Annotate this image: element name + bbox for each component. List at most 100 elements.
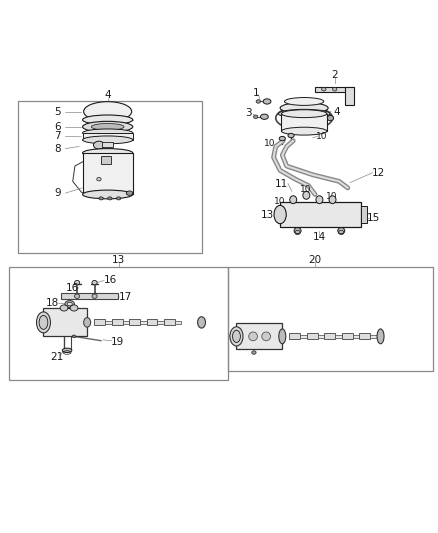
Ellipse shape <box>338 228 345 234</box>
Ellipse shape <box>262 332 271 341</box>
Ellipse shape <box>72 335 76 338</box>
Ellipse shape <box>92 294 97 298</box>
Ellipse shape <box>117 197 121 200</box>
Ellipse shape <box>254 115 258 118</box>
Text: 11: 11 <box>274 179 288 189</box>
Text: 7: 7 <box>54 132 61 141</box>
Text: 18: 18 <box>46 298 59 308</box>
Bar <box>370 335 377 338</box>
Text: 16: 16 <box>66 284 79 293</box>
Bar <box>359 333 370 340</box>
Ellipse shape <box>82 129 133 137</box>
Text: 20: 20 <box>308 255 321 265</box>
Ellipse shape <box>377 329 384 344</box>
Ellipse shape <box>263 99 271 104</box>
Text: 13: 13 <box>261 210 274 220</box>
Bar <box>228 266 433 372</box>
Bar <box>307 333 318 340</box>
Ellipse shape <box>285 98 324 106</box>
Bar <box>318 335 324 338</box>
Bar <box>237 323 283 350</box>
Text: 9: 9 <box>54 188 61 198</box>
Ellipse shape <box>230 327 243 346</box>
Ellipse shape <box>290 196 297 204</box>
Bar <box>129 319 140 326</box>
Ellipse shape <box>91 124 124 130</box>
Ellipse shape <box>329 196 336 204</box>
Text: 12: 12 <box>372 168 385 177</box>
Bar <box>123 321 129 324</box>
Ellipse shape <box>84 318 91 327</box>
Bar <box>282 114 327 131</box>
Ellipse shape <box>60 310 66 314</box>
Ellipse shape <box>92 280 97 285</box>
Ellipse shape <box>82 136 133 144</box>
Text: 17: 17 <box>119 292 132 302</box>
Bar <box>83 133 133 140</box>
Ellipse shape <box>93 141 104 149</box>
Ellipse shape <box>60 305 68 311</box>
Text: 10: 10 <box>273 197 285 206</box>
Ellipse shape <box>97 177 101 181</box>
Bar <box>175 321 181 324</box>
Bar <box>335 335 342 338</box>
Ellipse shape <box>279 329 286 344</box>
Bar <box>147 319 157 326</box>
Text: 2: 2 <box>332 70 338 80</box>
Bar <box>315 87 354 92</box>
Ellipse shape <box>279 109 330 118</box>
Text: 10: 10 <box>316 132 327 141</box>
Ellipse shape <box>82 190 133 199</box>
Ellipse shape <box>327 116 334 120</box>
Bar <box>289 333 300 340</box>
Bar <box>280 202 361 227</box>
Bar <box>83 153 133 195</box>
Bar <box>361 206 367 223</box>
Ellipse shape <box>82 122 133 132</box>
Ellipse shape <box>261 114 268 119</box>
Bar <box>10 266 228 380</box>
Text: 16: 16 <box>104 276 117 286</box>
Ellipse shape <box>198 317 205 328</box>
Bar <box>18 101 201 253</box>
Text: 8: 8 <box>54 143 61 154</box>
Ellipse shape <box>126 191 133 195</box>
Ellipse shape <box>316 196 323 204</box>
Bar <box>112 319 123 326</box>
Bar <box>157 321 164 324</box>
Ellipse shape <box>288 133 294 138</box>
Ellipse shape <box>57 308 68 317</box>
Text: 10: 10 <box>265 139 276 148</box>
Text: 4: 4 <box>334 107 340 117</box>
Ellipse shape <box>108 197 112 200</box>
Ellipse shape <box>70 305 78 311</box>
Ellipse shape <box>249 332 258 341</box>
Ellipse shape <box>99 197 103 200</box>
Text: 5: 5 <box>54 107 61 117</box>
Ellipse shape <box>74 294 80 298</box>
Ellipse shape <box>279 136 286 141</box>
Text: 1: 1 <box>253 88 259 98</box>
Ellipse shape <box>256 100 261 103</box>
Ellipse shape <box>252 351 256 354</box>
Bar <box>101 156 111 164</box>
Ellipse shape <box>67 302 72 306</box>
Ellipse shape <box>274 205 286 224</box>
Bar <box>342 333 353 340</box>
Text: 10: 10 <box>326 192 337 201</box>
Ellipse shape <box>282 127 327 135</box>
Ellipse shape <box>303 191 310 199</box>
Bar <box>102 142 113 147</box>
Ellipse shape <box>39 316 48 329</box>
Text: 10: 10 <box>300 185 311 194</box>
Text: 15: 15 <box>367 214 380 223</box>
Text: 14: 14 <box>313 232 326 242</box>
Bar <box>324 333 335 340</box>
Bar <box>43 308 87 336</box>
Ellipse shape <box>74 280 80 285</box>
Ellipse shape <box>233 330 240 343</box>
Bar <box>353 335 359 338</box>
Text: 6: 6 <box>54 122 61 132</box>
Text: 13: 13 <box>112 255 125 265</box>
Ellipse shape <box>65 301 74 308</box>
